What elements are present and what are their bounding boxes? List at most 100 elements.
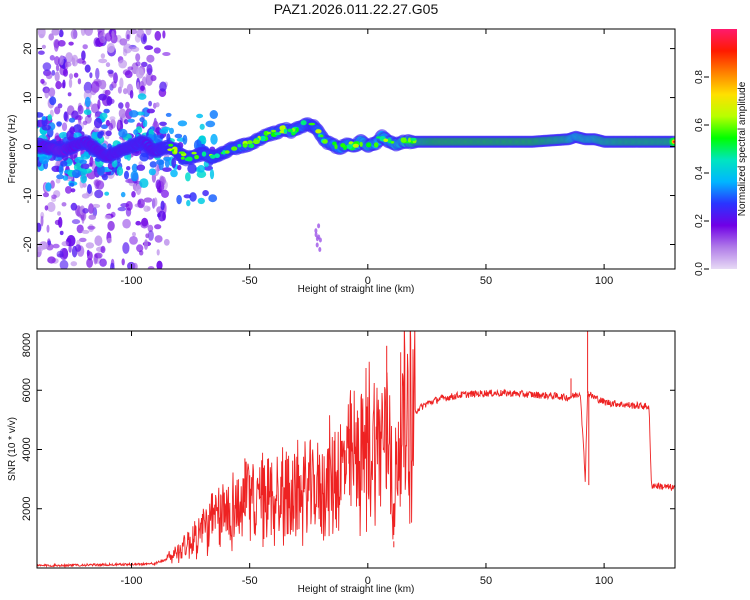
snr-x-tick-label: 0 xyxy=(365,575,371,587)
spectrogram-noise-blob xyxy=(139,117,145,123)
snr-layer xyxy=(37,331,675,568)
spectrogram-noise-blob xyxy=(127,66,134,71)
spectrogram-peak xyxy=(334,144,338,150)
spectrogram-noise-blob xyxy=(77,105,84,115)
spectrogram-noise-blob xyxy=(103,108,110,114)
spectrogram-noise-blob xyxy=(42,62,52,71)
spectrogram-noise-blob xyxy=(73,124,83,134)
spectrogram-x-tick-label: -100 xyxy=(121,275,143,287)
spectrogram-noise-blob xyxy=(83,109,92,115)
spectrogram-noise-blob xyxy=(104,214,112,220)
spectrogram-noise-blob xyxy=(59,54,64,66)
spectrogram-noise-blob xyxy=(90,87,97,96)
spectrogram-noise-blob xyxy=(61,122,68,131)
spectrogram-noise-blob xyxy=(130,170,139,182)
spectrogram-noise-blob xyxy=(135,67,144,79)
spectrogram-noise-blob xyxy=(80,153,91,160)
spectrogram-noise-blob xyxy=(57,211,61,216)
spectrogram-noise-blob xyxy=(122,218,131,229)
spectrogram-peak xyxy=(359,141,363,147)
spectrogram-noise-blob xyxy=(48,87,56,98)
spectrogram-noise-blob xyxy=(55,178,61,184)
spectrogram-noise-blob xyxy=(68,41,74,46)
spectrogram-noise-blob xyxy=(185,172,191,182)
spectrogram-noise-blob xyxy=(38,50,45,55)
spectrogram-noise-blob xyxy=(126,152,132,161)
snr-y-tick-label: 6000 xyxy=(21,378,33,402)
spectrogram-noise-blob xyxy=(54,106,61,115)
spectrogram-noise-blob xyxy=(154,30,162,41)
spectrogram-noise-blob xyxy=(83,81,93,94)
spectrogram-noise-blob xyxy=(177,120,188,127)
spectrogram-noise-blob xyxy=(82,120,88,126)
spectrogram-noise-blob xyxy=(150,75,157,82)
spectrogram-noise-blob xyxy=(68,78,73,88)
spectrogram-noise-blob xyxy=(68,245,72,253)
spectrogram-peak xyxy=(283,128,287,134)
spectrogram-noise-blob xyxy=(203,160,209,168)
spectrogram-noise-blob xyxy=(82,44,88,50)
spectrogram-noise-blob xyxy=(148,168,156,176)
spectrogram-noise-blob xyxy=(209,146,216,153)
snr-y-tick-label: 8000 xyxy=(21,333,33,357)
spectrogram-noise-blob xyxy=(164,159,170,168)
spectrogram-y-tick-label: -10 xyxy=(22,188,34,204)
spectrogram-noise-blob xyxy=(136,81,140,90)
spectrogram-noise-blob xyxy=(65,186,72,194)
spectrogram-noise-blob xyxy=(193,139,202,151)
spectrogram-noise-blob xyxy=(141,76,147,87)
spectrogram-noise-blob xyxy=(43,192,49,198)
spectrogram-noise-blob xyxy=(37,243,44,253)
spectrogram-noise-blob xyxy=(145,29,152,36)
spectrogram-noise-blob xyxy=(119,38,128,46)
spectrogram-noise-blob xyxy=(58,29,64,38)
spectrogram-noise-blob xyxy=(89,72,93,79)
spectrogram-noise-blob xyxy=(106,42,115,54)
spectrogram-noise-blob xyxy=(147,224,154,232)
colorbar-label: Normalized spectral amplitude xyxy=(737,81,748,216)
spectrogram-noise-blob xyxy=(106,96,113,106)
spectrogram-noise-blob xyxy=(67,92,72,97)
spectrogram-noise-blob xyxy=(47,114,52,121)
spectrogram-peak xyxy=(408,137,412,143)
spectrogram-noise-blob xyxy=(314,228,318,234)
spectrogram-noise-blob xyxy=(133,129,139,136)
snr-axes: -100 -50 0 50 100 2000 4000 6000 8000 xyxy=(21,330,675,587)
spectrogram-noise-blob xyxy=(99,258,107,267)
spectrogram-peak xyxy=(259,135,266,141)
spectrogram-noise-blob xyxy=(71,54,79,67)
spectrogram-x-label: Height of straight line (km) xyxy=(298,284,415,295)
spectrogram-noise-blob xyxy=(137,198,145,209)
spectrogram-noise-blob xyxy=(98,93,107,101)
spectrogram-noise-blob xyxy=(196,170,207,178)
spectrogram-noise-blob xyxy=(41,116,47,121)
spectrogram-peak xyxy=(173,148,178,154)
spectrogram-noise-blob xyxy=(54,56,60,66)
spectrogram-noise-blob xyxy=(209,110,218,119)
spectrogram-noise-blob xyxy=(94,235,103,246)
spectrogram-noise-blob xyxy=(70,29,78,40)
spectrogram-noise-blob xyxy=(47,240,51,246)
spectrogram-noise-blob xyxy=(146,64,153,76)
spectrogram-noise-blob xyxy=(160,200,165,211)
spectrogram-noise-blob xyxy=(123,88,128,95)
spectrogram-noise-blob xyxy=(98,31,107,44)
spectrogram-noise-blob xyxy=(81,229,90,234)
spectrogram-layer xyxy=(37,29,675,269)
spectrogram-noise-blob xyxy=(47,256,56,264)
spectrogram-noise-blob xyxy=(58,164,64,175)
spectrogram-noise-blob xyxy=(135,53,141,62)
spectrogram-x-tick-label: -50 xyxy=(242,275,258,287)
spectrogram-x-tick-label: 100 xyxy=(595,275,613,287)
spectrogram-noise-blob xyxy=(75,244,82,252)
spectrogram-noise-blob xyxy=(87,225,96,230)
spectrogram-peak xyxy=(191,151,197,155)
spectrogram-noise-blob xyxy=(64,61,69,70)
spectrogram-peak xyxy=(383,138,389,143)
spectrogram-noise-blob xyxy=(54,71,60,82)
spectrogram-noise-blob xyxy=(139,178,149,189)
spectrogram-noise-blob xyxy=(84,29,93,36)
spectrogram-noise-blob xyxy=(162,167,172,173)
spectrogram-noise-blob xyxy=(139,152,149,162)
spectrogram-noise-blob xyxy=(111,30,115,41)
